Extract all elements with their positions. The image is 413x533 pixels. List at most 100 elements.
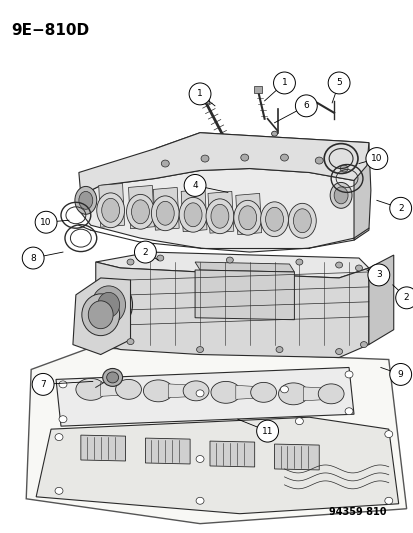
Circle shape xyxy=(189,83,211,105)
Circle shape xyxy=(256,420,278,442)
Ellipse shape xyxy=(102,368,122,386)
Circle shape xyxy=(273,72,295,94)
Circle shape xyxy=(395,287,413,309)
Polygon shape xyxy=(353,143,370,240)
Ellipse shape xyxy=(293,209,311,233)
Polygon shape xyxy=(95,252,368,278)
Ellipse shape xyxy=(59,381,67,388)
Polygon shape xyxy=(78,133,368,196)
Text: 6: 6 xyxy=(303,101,309,110)
Circle shape xyxy=(365,148,387,169)
Ellipse shape xyxy=(78,191,93,209)
Ellipse shape xyxy=(161,160,169,167)
Polygon shape xyxy=(195,262,294,272)
Ellipse shape xyxy=(115,379,141,399)
Ellipse shape xyxy=(333,187,347,204)
Circle shape xyxy=(35,211,57,233)
Text: 8: 8 xyxy=(30,254,36,263)
Polygon shape xyxy=(26,348,406,523)
Circle shape xyxy=(184,174,206,196)
Ellipse shape xyxy=(184,203,202,227)
Ellipse shape xyxy=(233,200,261,235)
Circle shape xyxy=(32,374,54,395)
Ellipse shape xyxy=(131,200,149,224)
Circle shape xyxy=(295,95,316,117)
Polygon shape xyxy=(168,384,186,398)
Ellipse shape xyxy=(280,154,288,161)
Ellipse shape xyxy=(157,255,164,261)
Ellipse shape xyxy=(240,154,248,161)
Polygon shape xyxy=(181,189,206,232)
Ellipse shape xyxy=(330,182,351,208)
Text: 2: 2 xyxy=(403,293,408,302)
Polygon shape xyxy=(153,188,179,230)
Polygon shape xyxy=(207,191,233,233)
Ellipse shape xyxy=(196,497,204,504)
Ellipse shape xyxy=(151,196,179,231)
Polygon shape xyxy=(81,435,125,461)
Ellipse shape xyxy=(335,349,342,354)
Ellipse shape xyxy=(196,346,203,352)
Ellipse shape xyxy=(59,416,67,423)
Ellipse shape xyxy=(211,382,240,403)
Ellipse shape xyxy=(196,456,204,463)
Ellipse shape xyxy=(280,386,288,393)
Polygon shape xyxy=(201,97,209,104)
Ellipse shape xyxy=(288,203,316,238)
Text: 9E−810D: 9E−810D xyxy=(11,23,89,38)
Ellipse shape xyxy=(226,257,233,263)
Ellipse shape xyxy=(85,279,132,330)
Text: 10: 10 xyxy=(40,218,52,227)
Ellipse shape xyxy=(97,293,119,317)
Ellipse shape xyxy=(384,431,392,438)
Polygon shape xyxy=(274,444,318,470)
Ellipse shape xyxy=(88,301,113,329)
Ellipse shape xyxy=(127,338,134,345)
Circle shape xyxy=(22,247,44,269)
Ellipse shape xyxy=(92,286,125,324)
Ellipse shape xyxy=(339,165,347,172)
Polygon shape xyxy=(78,168,368,252)
Text: 2: 2 xyxy=(142,247,148,256)
Ellipse shape xyxy=(295,259,302,265)
Polygon shape xyxy=(253,86,261,93)
Ellipse shape xyxy=(211,204,228,228)
Ellipse shape xyxy=(295,418,303,425)
Ellipse shape xyxy=(102,198,119,222)
Ellipse shape xyxy=(107,372,118,383)
Ellipse shape xyxy=(156,201,174,225)
Ellipse shape xyxy=(275,346,282,352)
Polygon shape xyxy=(98,183,124,227)
Text: 4: 4 xyxy=(192,181,197,190)
Ellipse shape xyxy=(183,381,209,401)
Ellipse shape xyxy=(315,157,323,164)
Ellipse shape xyxy=(82,294,119,336)
Text: 9: 9 xyxy=(397,370,403,379)
Polygon shape xyxy=(155,133,368,160)
Ellipse shape xyxy=(55,487,63,494)
Polygon shape xyxy=(56,367,353,426)
Text: 3: 3 xyxy=(375,270,381,279)
Polygon shape xyxy=(36,417,398,514)
Text: 5: 5 xyxy=(335,78,341,87)
Polygon shape xyxy=(195,270,294,320)
Polygon shape xyxy=(128,185,154,229)
Text: 10: 10 xyxy=(370,154,382,163)
Circle shape xyxy=(328,72,349,94)
Ellipse shape xyxy=(384,497,392,504)
Ellipse shape xyxy=(126,195,154,229)
Circle shape xyxy=(367,264,389,286)
Circle shape xyxy=(134,241,156,263)
Text: 1: 1 xyxy=(281,78,287,87)
Ellipse shape xyxy=(201,155,209,162)
Ellipse shape xyxy=(238,206,256,230)
Polygon shape xyxy=(235,385,253,399)
Ellipse shape xyxy=(318,384,343,404)
Text: 11: 11 xyxy=(261,426,273,435)
Ellipse shape xyxy=(271,131,277,136)
Ellipse shape xyxy=(55,434,63,441)
Text: 1: 1 xyxy=(197,90,202,99)
Ellipse shape xyxy=(196,390,204,397)
Polygon shape xyxy=(209,441,254,467)
Polygon shape xyxy=(303,387,320,401)
